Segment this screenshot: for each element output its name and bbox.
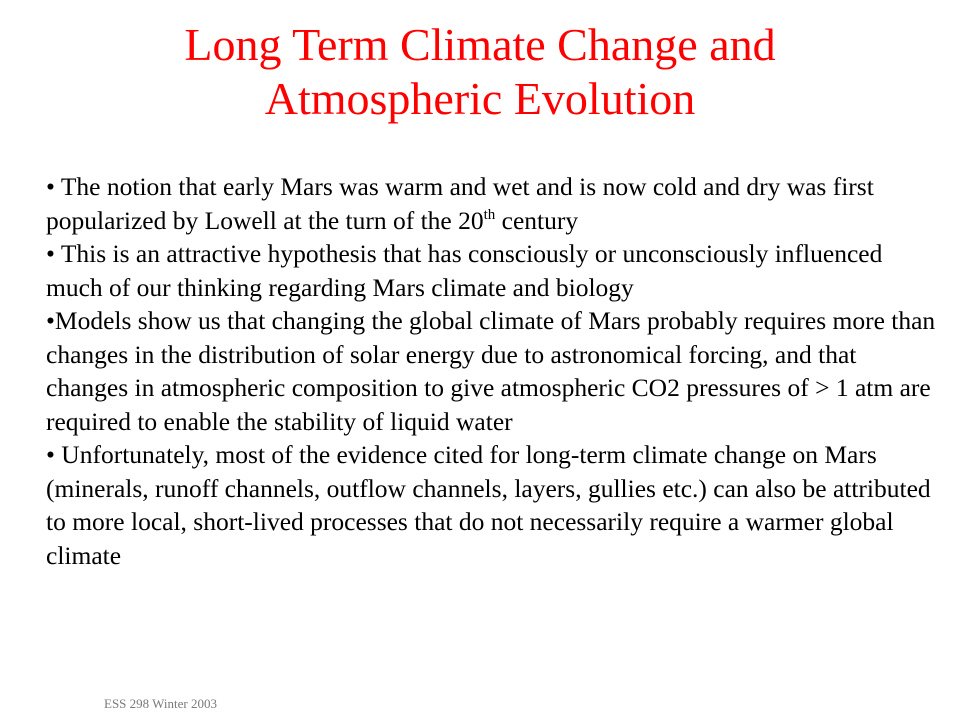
slide-title-line-1: Long Term Climate Change and: [184, 19, 776, 70]
bullet-1-superscript: th: [483, 206, 496, 223]
bullet-1-text-end: century: [495, 205, 579, 235]
bullet-item-3: •Models show us that changing the global…: [46, 306, 936, 436]
bullet-list: • The notion that early Mars was warm an…: [46, 170, 936, 572]
bullet-1-text: • The notion that early Mars was warm an…: [46, 172, 874, 235]
bullet-item-1: • The notion that early Mars was warm an…: [46, 170, 936, 237]
slide-title-line-2: Atmospheric Evolution: [264, 73, 696, 124]
bullet-item-2: • This is an attractive hypothesis that …: [46, 239, 883, 302]
slide-title: Long Term Climate Change and Atmospheric…: [40, 18, 920, 126]
bullet-item-4: • Unfortunately, most of the evidence ci…: [46, 440, 931, 570]
slide-footer: ESS 298 Winter 2003: [104, 696, 217, 711]
